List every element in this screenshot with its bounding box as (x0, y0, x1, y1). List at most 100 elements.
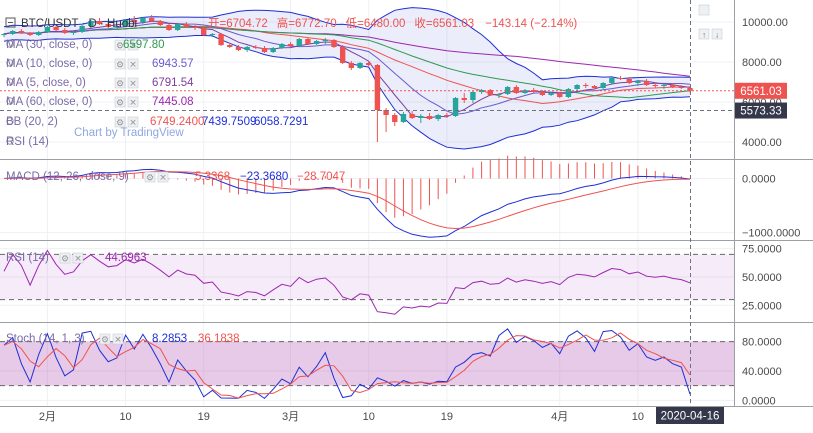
candle-body[interactable] (201, 28, 207, 35)
candle-body[interactable] (400, 114, 407, 122)
indicator-legend[interactable]: MA (5, close, 0) (6, 77, 86, 89)
candle-body[interactable] (513, 87, 520, 93)
candle-body[interactable] (331, 40, 337, 47)
indicator-legend[interactable]: MA (60, close, 0) (6, 96, 92, 108)
eye-icon[interactable] (6, 97, 14, 105)
candle-body[interactable] (617, 78, 624, 79)
indicator-legend[interactable]: MA (30, close, 0) (6, 39, 92, 51)
candle-body[interactable] (227, 45, 233, 47)
macd-signal-line[interactable] (3, 170, 690, 230)
candle-body[interactable] (305, 39, 311, 44)
candle-body[interactable] (88, 21, 94, 26)
candle-body[interactable] (652, 85, 658, 86)
candle-body[interactable] (635, 81, 641, 83)
settings-button[interactable] (114, 116, 126, 128)
candle-body[interactable] (392, 115, 398, 122)
candle-body[interactable] (157, 21, 163, 25)
candle-body[interactable] (148, 18, 155, 21)
eye-icon[interactable] (6, 40, 14, 48)
remove-button[interactable] (112, 333, 124, 345)
rsi-line[interactable] (3, 249, 691, 315)
candle-body[interactable] (322, 40, 328, 41)
macd-line[interactable] (3, 168, 691, 238)
macd-legend[interactable]: MACD (12, 26, close, 9) (6, 171, 129, 183)
candle-body[interactable] (487, 90, 493, 95)
candle-body[interactable] (235, 47, 242, 50)
rsi-legend[interactable]: RSI (14) (6, 252, 49, 264)
stoch-k-line[interactable] (3, 328, 691, 400)
collapse-icon[interactable] (5, 17, 16, 28)
candle-body[interactable] (522, 90, 528, 93)
candle-body[interactable] (53, 27, 59, 30)
candle-body[interactable] (62, 30, 68, 33)
indicator-legend[interactable]: BB (20, 2) (6, 116, 58, 128)
remove-button[interactable] (127, 96, 139, 108)
eye-icon[interactable] (6, 137, 14, 145)
remove-button[interactable] (127, 77, 139, 89)
settings-button[interactable] (114, 58, 126, 70)
candle-body[interactable] (27, 33, 33, 35)
remove-button[interactable] (127, 116, 139, 128)
candle-body[interactable] (366, 63, 372, 65)
settings-button[interactable] (114, 96, 126, 108)
candle-body[interactable] (496, 94, 502, 95)
candle-body[interactable] (574, 85, 580, 89)
candle-body[interactable] (36, 32, 42, 35)
candle-body[interactable] (261, 48, 268, 52)
candle-body[interactable] (140, 18, 146, 22)
rsi-pane[interactable] (3, 249, 691, 315)
candle-body[interactable] (435, 115, 441, 119)
stoch-legend[interactable]: Stoch (14, 1, 3) (6, 333, 85, 345)
stoch-pane[interactable] (3, 328, 691, 400)
candle-body[interactable] (678, 87, 685, 88)
candle-body[interactable] (583, 85, 589, 86)
candle-body[interactable] (79, 26, 85, 32)
candle-body[interactable] (44, 27, 51, 32)
bollinger-lower-line[interactable] (3, 35, 691, 150)
candle-body[interactable] (279, 44, 285, 48)
candle-body[interactable] (600, 83, 606, 88)
candle-body[interactable] (296, 39, 302, 46)
ma5-line[interactable] (3, 20, 691, 119)
settings-button[interactable] (114, 39, 126, 51)
pane-controls[interactable]: ↑ ↓ (698, 4, 723, 40)
candle-body[interactable] (18, 31, 25, 33)
candle-body[interactable] (470, 92, 476, 100)
maximize-button[interactable] (698, 4, 710, 16)
settings-button[interactable] (114, 77, 126, 89)
candle-body[interactable] (548, 93, 554, 95)
candle-body[interactable] (357, 63, 363, 68)
candle-body[interactable] (461, 98, 467, 100)
stoch-d-line[interactable] (3, 332, 691, 399)
indicator-legend[interactable]: MA (10, close, 0) (6, 58, 92, 70)
candle-body[interactable] (270, 48, 276, 52)
candle-body[interactable] (166, 25, 172, 30)
candle-body[interactable] (244, 47, 250, 50)
candle-body[interactable] (504, 87, 511, 94)
candle-body[interactable] (374, 65, 381, 110)
candle-body[interactable] (183, 24, 190, 27)
eye-icon[interactable] (6, 59, 14, 67)
candle-body[interactable] (565, 89, 572, 97)
candle-body[interactable] (539, 92, 546, 95)
candle-body[interactable] (444, 115, 450, 116)
candle-body[interactable] (1, 34, 7, 35)
candle-body[interactable] (218, 34, 224, 45)
candle-body[interactable] (105, 24, 111, 27)
candle-body[interactable] (192, 27, 198, 28)
candle-body[interactable] (339, 47, 346, 63)
candle-body[interactable] (287, 44, 294, 46)
legend-price[interactable]: BTC/USDT · D · Huobi 开=6704.72 高=6772.70 低… (5, 16, 577, 30)
bollinger-upper-line[interactable] (3, 7, 691, 81)
candle-body[interactable] (643, 81, 650, 85)
candle-body[interactable] (253, 47, 259, 48)
price-pane[interactable] (0, 7, 734, 150)
candle-body[interactable] (96, 21, 103, 24)
remove-button[interactable] (127, 39, 139, 51)
candle-body[interactable] (409, 114, 415, 118)
remove-button[interactable] (127, 58, 139, 70)
remove-button[interactable] (157, 171, 169, 183)
settings-button[interactable] (99, 333, 111, 345)
indicator-legend[interactable]: RSI (14) (6, 136, 49, 148)
